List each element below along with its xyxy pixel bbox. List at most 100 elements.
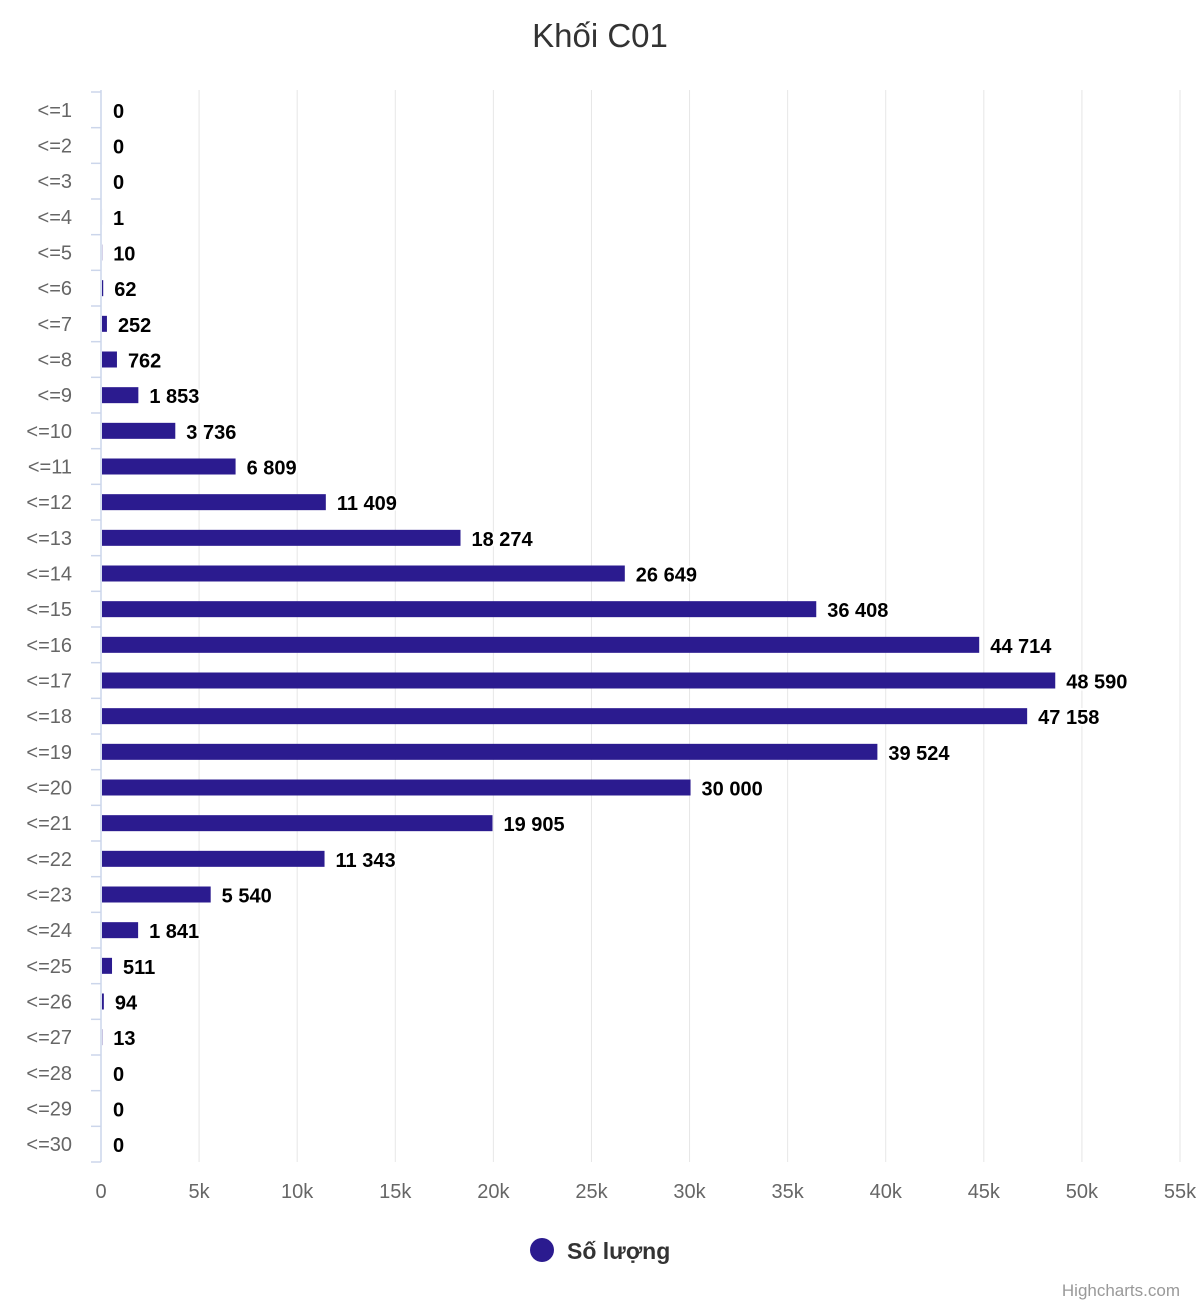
data-label: 10	[113, 244, 135, 266]
legend-item-label[interactable]: Số lượng	[567, 1238, 670, 1264]
category-label: <=17	[26, 671, 72, 693]
bar[interactable]	[102, 993, 104, 1010]
bar[interactable]	[102, 779, 691, 796]
category-label: <=4	[38, 207, 72, 229]
bar[interactable]	[102, 815, 493, 832]
data-label: 762	[128, 351, 161, 373]
x-tick-label: 25k	[575, 1181, 608, 1203]
data-label: 0	[113, 101, 124, 123]
category-label: <=16	[26, 635, 72, 657]
bar[interactable]	[102, 601, 817, 618]
bar[interactable]	[102, 529, 461, 546]
category-label: <=7	[38, 314, 72, 336]
bar[interactable]	[102, 850, 325, 867]
category-label: <=14	[26, 564, 72, 586]
category-label: <=27	[26, 1027, 72, 1049]
bar[interactable]	[102, 708, 1028, 725]
chart-title: Khối C01	[532, 17, 668, 54]
category-label: <=12	[26, 492, 72, 514]
category-label: <=10	[26, 421, 72, 443]
data-label: 39 524	[888, 743, 950, 765]
x-tick-label: 20k	[477, 1181, 510, 1203]
data-label: 36 408	[827, 600, 888, 622]
bar[interactable]	[102, 922, 139, 939]
category-labels: <=1 <=2 <=3 <=4 <=5 <=6 <=7 <=8 <=9 <=10 <=11 <=12 <…	[26, 100, 72, 1156]
bar[interactable]	[102, 565, 625, 582]
bar[interactable]	[102, 315, 107, 332]
bar[interactable]	[102, 422, 176, 439]
category-axis	[91, 90, 102, 1163]
data-label: 1 853	[149, 386, 199, 408]
category-label: <=11	[28, 457, 72, 479]
bar[interactable]	[102, 886, 211, 903]
data-label: 1	[113, 208, 124, 230]
category-label: <=2	[38, 136, 72, 158]
bar[interactable]	[102, 636, 980, 653]
bar-series[interactable]	[102, 208, 1056, 1046]
category-label: <=30	[26, 1134, 72, 1156]
gridlines	[198, 90, 1181, 1162]
data-label: 3 736	[186, 422, 236, 444]
category-label: <=15	[26, 599, 72, 621]
data-label: 62	[114, 279, 136, 301]
bar[interactable]	[102, 494, 326, 511]
x-tick-label: 45k	[968, 1181, 1001, 1203]
bar[interactable]	[102, 387, 139, 404]
category-label: <=29	[26, 1099, 72, 1121]
data-label: 30 000	[702, 779, 763, 801]
category-label: <=8	[38, 350, 72, 372]
category-label: <=18	[26, 706, 72, 728]
data-label: 0	[113, 137, 124, 159]
category-label: <=28	[26, 1063, 72, 1085]
bar[interactable]	[102, 351, 117, 368]
data-label: 13	[113, 1028, 135, 1050]
category-label: <=5	[38, 243, 72, 265]
data-label: 6 809	[247, 458, 297, 480]
category-label: <=3	[38, 171, 72, 193]
data-label: 11 343	[336, 850, 396, 872]
category-label: <=21	[26, 813, 72, 835]
credits-link[interactable]: Highcharts.com	[1062, 1281, 1180, 1300]
data-label: 0	[113, 1064, 124, 1086]
data-label: 0	[113, 1135, 124, 1157]
legend[interactable]: Số lượng	[530, 1238, 670, 1264]
legend-marker-icon[interactable]	[530, 1238, 554, 1262]
data-label: 48 590	[1066, 672, 1127, 694]
data-label: 511	[123, 957, 155, 979]
data-label: 94	[115, 993, 138, 1015]
category-label: <=26	[26, 992, 72, 1014]
data-labels: 0 0 0 1 10 62 252 762 1 853 3 736 6 809 11 409 18 27…	[111, 99, 1129, 1159]
bar[interactable]	[102, 957, 113, 974]
data-label: 252	[118, 315, 151, 337]
category-label: <=20	[26, 778, 72, 800]
x-tick-label: 10k	[281, 1181, 314, 1203]
category-label: <=9	[38, 385, 72, 407]
data-label: 44 714	[990, 636, 1052, 658]
category-label: <=25	[26, 956, 72, 978]
data-label: 47 158	[1038, 707, 1099, 729]
x-tick-label: 55k	[1164, 1181, 1197, 1203]
x-tick-label: 50k	[1066, 1181, 1099, 1203]
x-tick-label: 30k	[673, 1181, 706, 1203]
data-label: 1 841	[149, 921, 199, 943]
bar[interactable]	[102, 743, 878, 760]
bar[interactable]	[102, 458, 236, 475]
data-label: 26 649	[636, 565, 697, 587]
data-label: 19 905	[503, 814, 564, 836]
x-tick-label: 40k	[870, 1181, 903, 1203]
x-tick-label: 5k	[189, 1181, 211, 1203]
bar[interactable]	[102, 280, 104, 297]
category-label: <=19	[26, 742, 72, 764]
data-label: 0	[113, 1100, 124, 1122]
value-axis-labels: 0 5k 10k 15k 20k 25k 30k 35k 40k 45k 50k 55k	[95, 1181, 1197, 1203]
x-tick-label: 0	[95, 1181, 106, 1203]
x-tick-label: 35k	[772, 1181, 805, 1203]
x-tick-label: 15k	[379, 1181, 412, 1203]
data-label: 5 540	[222, 886, 272, 908]
category-label: <=22	[26, 849, 72, 871]
bar[interactable]	[102, 672, 1056, 689]
category-label: <=6	[38, 278, 72, 300]
category-label: <=1	[38, 100, 72, 122]
category-label: <=23	[26, 885, 72, 907]
